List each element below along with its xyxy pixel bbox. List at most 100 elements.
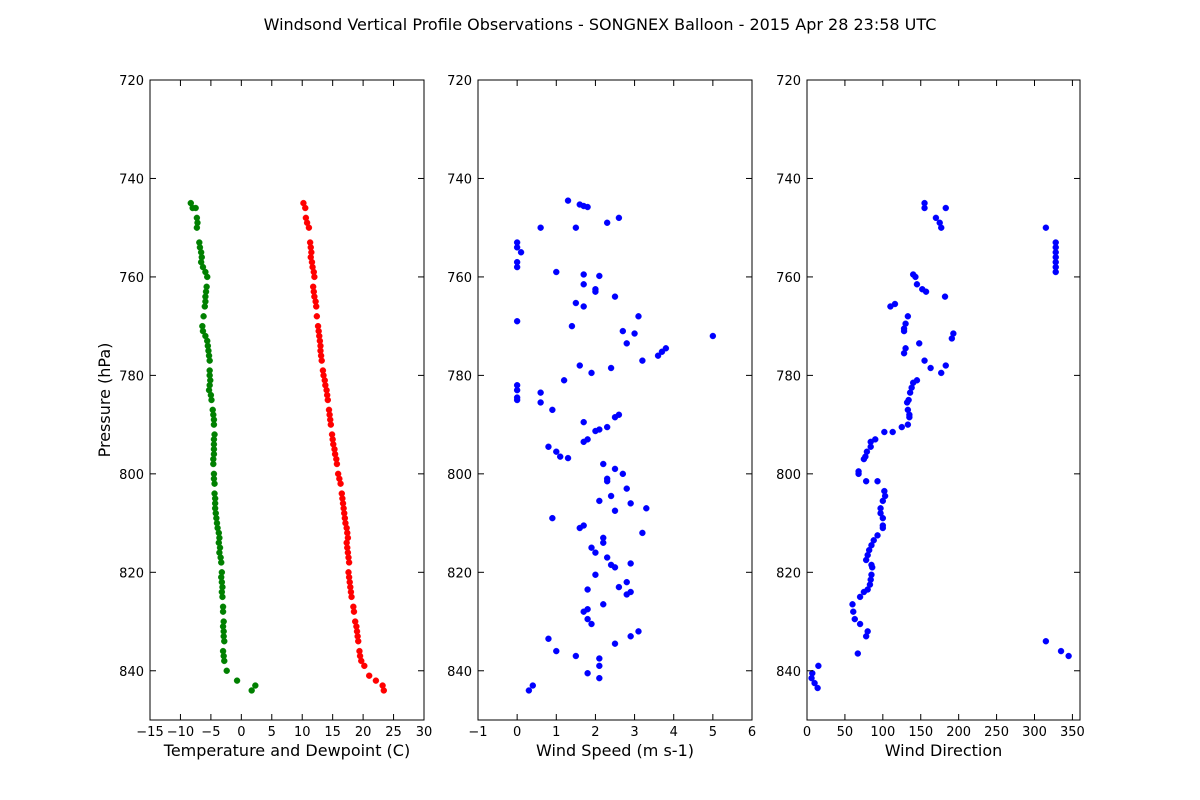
data-point [355,638,362,645]
data-point [927,364,934,372]
data-point [592,288,599,295]
data-point [906,414,913,421]
data-point [305,224,313,231]
y-tick-label: 720 [447,74,472,89]
data-point [596,497,603,505]
data-point [537,399,544,406]
data-point [851,615,858,623]
data-point [588,369,595,377]
x-tick-label: 150 [908,725,933,740]
data-point [572,652,580,660]
data-point [223,667,230,674]
x-tick-label: 350 [1060,725,1085,740]
data-point [537,224,544,231]
data-point [619,327,627,335]
temp-dewpoint-series-1 [187,199,259,694]
data-point [904,313,912,320]
data-point [623,485,630,492]
data-point [856,620,864,628]
data-point [611,293,619,300]
data-point [358,657,365,665]
temp-dewpoint-x-axis-label: Temperature and Dewpoint (C) [163,741,410,760]
x-tick-label: 250 [984,725,1009,740]
data-point [327,421,335,428]
data-point [592,549,599,556]
data-point [941,293,949,300]
x-tick-label: 5 [709,725,717,740]
data-point [580,418,587,426]
data-point [623,578,630,586]
data-point [580,608,587,615]
data-point [938,369,945,377]
x-tick-label: 0 [237,725,245,740]
data-point [1065,652,1072,660]
data-point [862,633,870,640]
y-tick-label: 820 [776,566,801,581]
data-point [849,601,856,608]
y-tick-label: 840 [119,665,144,680]
x-tick-label: 0 [803,725,811,740]
data-point [201,303,209,310]
data-point [862,556,870,564]
data-point [942,362,949,369]
x-tick-label: −15 [136,725,163,740]
data-point [553,647,560,655]
data-point [313,313,321,320]
data-point [607,364,615,372]
data-point [592,427,599,435]
data-point [337,480,344,487]
data-point [856,593,864,601]
data-point [811,679,818,687]
x-tick-label: 4 [670,725,678,740]
data-point [860,588,868,596]
wind-speed-x-axis-label: Wind Speed (m s-1) [536,741,694,760]
data-point [564,197,572,204]
x-tick-label: 0 [513,725,521,740]
data-point [850,608,857,615]
data-point [627,560,634,567]
data-point [611,507,619,514]
data-point [600,539,607,546]
wind-speed-series-0 [513,197,717,694]
data-point [596,674,603,682]
data-point [815,662,822,670]
data-point [592,571,599,578]
y-tick-label: 840 [776,665,801,680]
y-tick-label: 760 [119,271,144,286]
data-point [206,357,213,364]
data-point [324,396,331,404]
data-point [938,224,945,231]
data-point [221,657,228,665]
data-point [192,204,199,212]
data-point [906,389,914,396]
data-point [576,362,583,369]
data-point [557,453,564,460]
data-point [513,318,521,325]
data-point [862,478,870,485]
x-tick-label: −5 [201,725,220,740]
data-point [635,628,642,635]
data-point [572,299,580,307]
wind-speed-panel: −1 0 1 2 3 4 5 6 720 740 760 780 800 820 840 Wind Speed… [447,74,756,760]
data-point [603,423,611,431]
data-point [611,465,619,473]
y-tick-label: 800 [776,468,801,483]
y-tick-label: 740 [776,172,801,187]
data-point [814,684,821,692]
data-point [345,559,353,566]
data-point [513,263,521,271]
y-tick-label: 820 [447,566,472,581]
data-point [654,352,662,359]
data-point [932,214,940,222]
data-point [596,662,603,670]
data-point [948,335,956,342]
data-point [913,281,921,288]
y-tick-label: 720 [776,74,801,89]
data-point [596,272,603,280]
data-point [603,478,611,485]
data-point [208,396,215,404]
data-point [252,682,259,689]
y-axis-label: Pressure (hPa) [95,343,114,458]
data-point [218,559,225,566]
